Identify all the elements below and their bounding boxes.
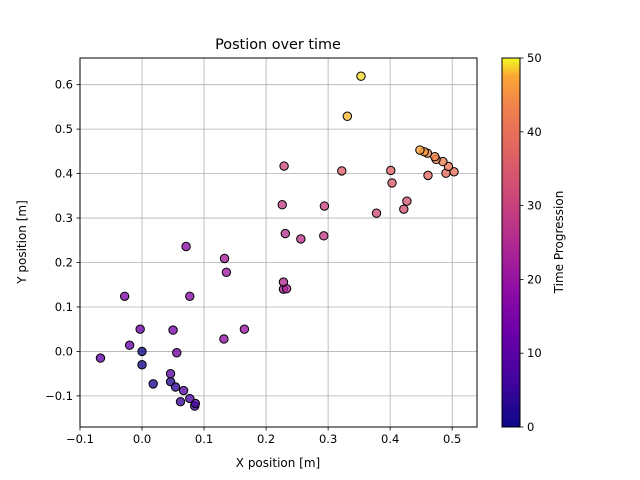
scatter-point <box>148 379 158 389</box>
x-tick-label: 0.4 <box>381 432 399 446</box>
chart-title: Postion over time <box>215 37 341 53</box>
scatter-point <box>337 166 347 176</box>
plot-frame <box>79 57 478 428</box>
scatter-point <box>319 201 330 211</box>
colorbar-ticks: 0 10 20 30 40 50 <box>520 51 542 434</box>
scatter-point <box>172 348 182 358</box>
scatter-point <box>280 228 291 239</box>
scatter-point <box>124 340 135 350</box>
scatter-point <box>137 346 147 357</box>
scatter-point <box>423 170 433 181</box>
y-tick-label: 0.4 <box>55 167 73 181</box>
scatter-point <box>296 234 306 244</box>
scatter-point <box>277 200 287 210</box>
x-tick-label: 0.1 <box>195 432 213 446</box>
scatter-point <box>178 385 189 396</box>
y-tick-label: 0.1 <box>55 300 73 314</box>
x-tick-label: 0.2 <box>257 432 275 446</box>
x-tick-label: 0.3 <box>319 432 337 446</box>
scatter-point <box>371 208 382 218</box>
colorbar-tick-label: 40 <box>527 125 542 139</box>
y-tick-label: 0.5 <box>55 122 73 136</box>
colorbar-label: Time Progression <box>552 191 566 295</box>
scatter-point <box>219 334 229 344</box>
scatter-point <box>415 145 425 155</box>
scatter-point <box>386 165 396 176</box>
scatter-point <box>170 382 181 392</box>
scatter-point <box>135 324 145 334</box>
y-axis-ticks: −0.1 0.0 0.1 0.2 0.3 0.4 0.5 0.6 <box>45 78 80 403</box>
scatter-point <box>399 204 409 214</box>
scatter-point <box>221 267 232 277</box>
scatter-point <box>219 253 230 264</box>
scatter-point <box>430 151 440 162</box>
y-tick-label: 0.2 <box>55 256 73 270</box>
scatter-point <box>402 196 412 206</box>
grid <box>79 58 477 427</box>
x-tick-label: −0.1 <box>66 432 94 446</box>
colorbar-tick-label: 20 <box>527 272 542 286</box>
scatter-point <box>185 291 195 301</box>
scatter-point <box>356 71 366 81</box>
scatter-point <box>175 396 186 407</box>
scatter-points <box>95 71 459 411</box>
y-axis-label: Y position [m] <box>15 200 29 285</box>
scatter-point <box>119 291 130 301</box>
scatter-point <box>95 353 106 363</box>
y-tick-label: 0.0 <box>55 344 73 358</box>
colorbar-tick-label: 50 <box>527 51 542 65</box>
scatter-point <box>185 393 195 404</box>
x-tick-label: 0.0 <box>133 432 151 446</box>
y-tick-label: −0.1 <box>45 389 73 403</box>
x-axis-label: X position [m] <box>236 456 320 470</box>
scatter-point <box>279 161 289 171</box>
colorbar-tick-label: 0 <box>527 420 534 434</box>
colorbar: 0 10 20 30 40 50 Time Progression <box>501 51 566 434</box>
colorbar-tick-label: 30 <box>527 199 542 213</box>
scatter-point <box>449 167 459 177</box>
scatter-point <box>181 241 191 252</box>
x-axis-ticks: −0.1 0.0 0.1 0.2 0.3 0.4 0.5 <box>66 427 461 446</box>
scatter-point <box>319 231 329 241</box>
scatter-point <box>278 277 289 287</box>
colorbar-gradient <box>501 57 521 428</box>
scatter-point <box>137 360 147 370</box>
scatter-point <box>165 368 176 379</box>
scatter-point <box>342 111 353 121</box>
scatter-point <box>168 325 178 335</box>
scatter-point <box>387 178 397 188</box>
x-tick-label: 0.5 <box>443 432 461 446</box>
scatter-point <box>239 324 250 334</box>
y-tick-label: 0.3 <box>55 211 73 225</box>
colorbar-tick-label: 10 <box>527 346 542 360</box>
y-tick-label: 0.6 <box>55 78 73 92</box>
